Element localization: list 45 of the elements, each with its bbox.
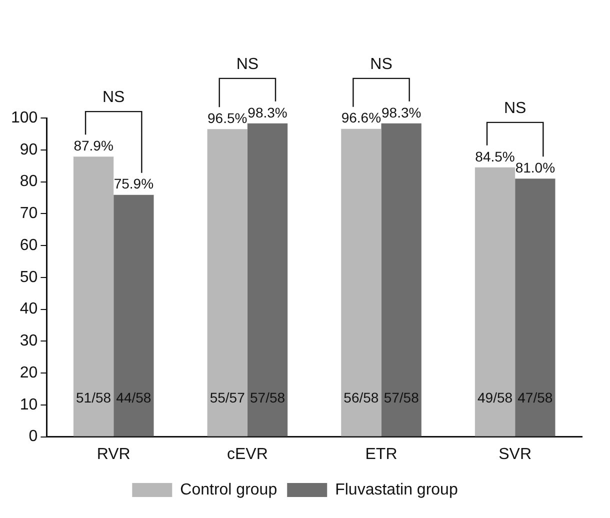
- y-tick-label: 100: [10, 109, 38, 126]
- annotation: 51/58: [76, 389, 112, 406]
- y-tick-label: 50: [20, 268, 38, 286]
- annotation: 49/58: [477, 389, 513, 406]
- text: NS: [102, 88, 125, 106]
- annotation: 57/58: [384, 389, 420, 406]
- bar: [73, 156, 114, 436]
- annotation: 44/58: [116, 389, 152, 406]
- bar: [114, 194, 154, 436]
- y-tick-label: 40: [20, 300, 38, 318]
- data-label: 87.9%: [74, 137, 114, 154]
- y-tick-label: 90: [20, 141, 38, 158]
- data-label: 84.5%: [475, 148, 515, 164]
- bar: [341, 128, 382, 436]
- y-tick-label: 30: [20, 332, 38, 350]
- annotation: 56/58: [344, 389, 379, 406]
- y-tick-label: 70: [20, 205, 38, 222]
- x-tick-label: SVR: [498, 446, 532, 463]
- y-tick-label: 20: [20, 364, 38, 382]
- bar: [207, 129, 248, 436]
- y-tick-label: 10: [20, 396, 38, 414]
- x-tick-label: ETR: [365, 446, 398, 463]
- bar: [474, 167, 516, 436]
- annotation: 57/58: [250, 389, 286, 406]
- text: NS: [504, 100, 526, 117]
- x-tick-label: RVR: [96, 446, 130, 463]
- text: NS: [370, 56, 392, 73]
- data-label: 98.3%: [381, 104, 422, 120]
- y-tick-label: 0: [28, 428, 38, 446]
- bar: [247, 123, 288, 436]
- y-tick-label: 60: [20, 236, 38, 254]
- legend-label: Fluvastatin group: [335, 481, 458, 498]
- text: NS: [236, 56, 259, 73]
- data-label: 98.3%: [248, 104, 288, 120]
- y-tick-label: 80: [20, 173, 38, 190]
- data-label: 75.9%: [114, 176, 154, 192]
- x-tick-label: cEVR: [226, 446, 268, 463]
- annotation: 55/57: [210, 389, 246, 406]
- data-label: 81.0%: [515, 159, 556, 176]
- annotation: 47/58: [518, 389, 553, 406]
- data-label: 96.5%: [208, 110, 248, 126]
- bar: [381, 123, 422, 436]
- legend-label: Control group: [180, 481, 278, 498]
- data-label: 96.6%: [341, 110, 382, 126]
- bar: [515, 178, 556, 436]
